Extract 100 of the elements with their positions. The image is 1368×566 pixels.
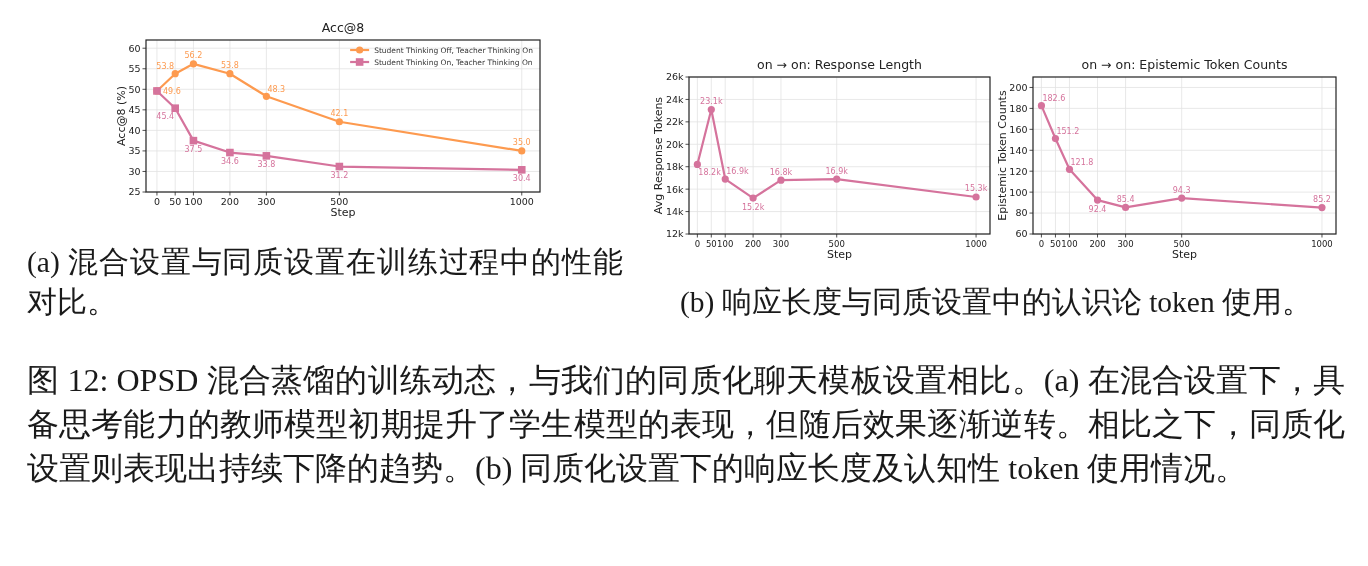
- y-tick-label: 18k: [665, 161, 684, 173]
- data-label: 151.2: [1056, 126, 1080, 136]
- data-label: 85.4: [1116, 194, 1135, 204]
- x-tick-label: 50: [169, 195, 182, 207]
- y-axis-title: Acc@8 (%): [114, 86, 128, 146]
- x-tick-label: 1000: [1311, 238, 1333, 249]
- data-label: 92.4: [1088, 204, 1107, 214]
- data-label: 34.6: [221, 157, 239, 167]
- data-label: 37.5: [184, 145, 203, 155]
- y-tick-label: 45: [128, 104, 141, 116]
- data-label: 56.2: [184, 51, 203, 61]
- x-tick-label: 100: [184, 195, 203, 207]
- data-label: 42.1: [330, 109, 349, 119]
- x-tick-label: 100: [717, 238, 734, 249]
- data-label: 35.0: [512, 138, 531, 148]
- y-tick-label: 60: [1015, 228, 1028, 240]
- point: [171, 70, 179, 78]
- chart-title: on → on: Response Length: [757, 57, 922, 72]
- data-label: 15.3k: [964, 184, 988, 194]
- y-axis-title: Avg Response Tokens: [652, 96, 666, 215]
- point: [517, 166, 526, 174]
- data-label: 94.3: [1172, 185, 1191, 195]
- y-tick-label: 60: [128, 42, 141, 54]
- chart-title: Acc@8: [321, 20, 365, 35]
- point: [1121, 203, 1130, 212]
- x-tick-label: 1000: [965, 238, 987, 249]
- data-label: 33.8: [257, 160, 276, 170]
- point: [518, 147, 526, 155]
- x-tick-label: 1000: [509, 195, 534, 207]
- point: [777, 176, 785, 184]
- x-tick-label: 0: [153, 195, 160, 207]
- x-tick-label: 500: [330, 195, 349, 207]
- x-tick-label: 50: [1050, 238, 1061, 249]
- data-label: 121.8: [1070, 157, 1094, 167]
- x-tick-label: 300: [1117, 238, 1134, 249]
- y-tick-label: 120: [1009, 165, 1028, 177]
- y-tick-label: 20k: [665, 138, 684, 150]
- x-tick-label: 300: [772, 238, 790, 249]
- point: [1037, 102, 1046, 110]
- y-axis-title: Epistemic Token Counts: [995, 90, 1009, 221]
- chart-title: on → on: Epistemic Token Counts: [1081, 57, 1288, 72]
- x-tick-label: 100: [1061, 238, 1078, 249]
- data-label: 16.9k: [825, 166, 849, 176]
- point: [721, 175, 729, 183]
- point: [262, 92, 270, 100]
- x-tick-label: 200: [1089, 238, 1106, 249]
- point: [693, 160, 701, 169]
- y-tick-label: 100: [1009, 186, 1028, 198]
- y-tick-label: 12k: [665, 228, 684, 240]
- y-tick-label: 160: [1009, 123, 1028, 135]
- data-label: 16.8k: [769, 167, 793, 177]
- y-tick-label: 180: [1009, 102, 1028, 114]
- x-axis-title: Step: [826, 248, 853, 261]
- text: (a) 混合设置与同质设置在训练过程中的性能对比。: [27, 245, 623, 320]
- x-tick-label: 50: [705, 238, 717, 249]
- x-tick-label: 500: [1173, 238, 1190, 249]
- data-label: 182.6: [1042, 94, 1066, 104]
- y-tick-label: 55: [128, 63, 141, 75]
- data-label: 45.4: [156, 111, 175, 121]
- point: [171, 104, 179, 112]
- point: [749, 194, 757, 202]
- data-label: 18.2k: [698, 168, 722, 178]
- y-tick-label: 40: [128, 124, 141, 136]
- data-label: 53.8: [156, 62, 175, 72]
- data-label: 48.3: [267, 84, 286, 94]
- point: [226, 70, 234, 78]
- data-label: 16.9k: [726, 167, 750, 177]
- x-tick-label: 500: [828, 238, 845, 249]
- point: [972, 193, 980, 201]
- y-tick-label: 22k: [665, 116, 684, 128]
- data-label: 15.2k: [741, 202, 765, 212]
- x-tick-label: 200: [744, 238, 762, 249]
- y-tick-label: 30: [128, 165, 141, 177]
- y-tick-label: 50: [128, 83, 141, 95]
- point: [1065, 165, 1074, 173]
- x-tick-label: 0: [1038, 238, 1045, 249]
- data-label: 23.1k: [700, 97, 723, 107]
- point: [189, 60, 198, 68]
- y-tick-label: 14k: [665, 205, 684, 217]
- y-tick-label: 16k: [665, 183, 684, 195]
- x-tick-label: 0: [694, 238, 701, 249]
- y-tick-label: 200: [1009, 81, 1028, 93]
- y-tick-label: 26k: [665, 71, 684, 83]
- data-label: 85.2: [1313, 195, 1331, 205]
- text: (b) 响应长度与同质设置中的认识论 token 使用。: [680, 285, 1314, 320]
- data-label: 49.6: [162, 86, 181, 96]
- x-tick-label: 200: [220, 195, 239, 207]
- x-axis-title: Step: [1171, 248, 1198, 261]
- point: [1318, 204, 1326, 212]
- y-tick-label: 140: [1009, 144, 1028, 156]
- point: [833, 175, 841, 183]
- point: [262, 152, 271, 160]
- point: [335, 118, 343, 126]
- point: [1051, 134, 1060, 143]
- data-label: 30.4: [512, 174, 531, 184]
- y-tick-label: 24k: [665, 93, 684, 105]
- y-tick-label: 35: [128, 145, 141, 157]
- caption: 图 12: OPSD 混合蒸馏的训练动态，与我们的同质化聊天模板设置相比。(a) 在混合设置下，具备思考能力的教师模型初期提升了学生模型的表现，但随后效果逐渐逆转。相比之下，同质化设置则表现出持续下降的趋势。(b) 同质化设置下的响应长度及认知性 token 使用情况。: [27, 361, 1345, 488]
- y-tick-label: 80: [1015, 207, 1028, 219]
- point: [707, 105, 715, 114]
